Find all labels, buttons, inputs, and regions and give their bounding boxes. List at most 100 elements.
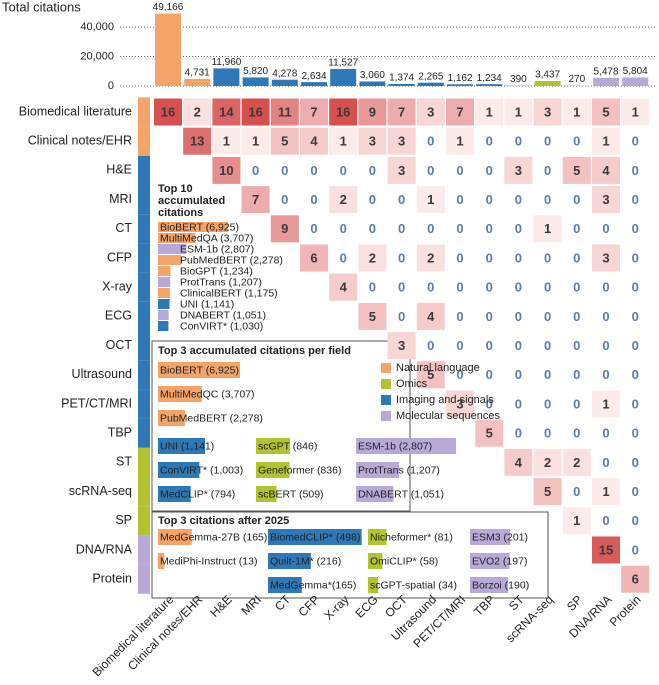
bar-label: MultiMedQC (3,707): [160, 388, 255, 400]
bar-label: ConVIRT* (1,030): [180, 320, 263, 332]
cell-value: 0: [456, 221, 463, 236]
cell-value: 0: [544, 426, 551, 441]
cell-value: 0: [456, 250, 463, 265]
row-group-strip: [138, 418, 150, 448]
row-label: OCT: [106, 338, 133, 352]
cell-value: 3: [456, 396, 463, 411]
cell-value: 3: [602, 250, 609, 265]
heatmap-cell: [621, 156, 650, 184]
cell-value: 0: [573, 484, 580, 499]
value-label: 4,731: [185, 68, 210, 79]
cell-value: 0: [486, 396, 493, 411]
cell-value: 0: [486, 309, 493, 324]
heatmap-cell: [533, 332, 562, 360]
bar: [268, 553, 311, 569]
bar: [158, 244, 187, 254]
cell-value: 0: [427, 134, 434, 149]
cell-value: 0: [486, 338, 493, 353]
heatmap-cell: [621, 98, 650, 126]
heatmap-cell: [621, 536, 650, 564]
heatmap-cell: [416, 332, 445, 360]
bar: [242, 77, 269, 86]
heatmap-cell: [621, 361, 650, 389]
heatmap-cell: [592, 419, 620, 447]
heatmap-cell: [387, 98, 416, 126]
heatmap-cell: [592, 186, 620, 214]
cell-value: 5: [573, 163, 580, 178]
cell-value: 0: [486, 163, 493, 178]
bar: [417, 82, 444, 86]
heatmap-cell: [562, 332, 591, 360]
cell-value: 0: [544, 280, 551, 295]
row-group-strip: [138, 126, 150, 156]
heatmap-cell: [416, 361, 445, 389]
heatmap-cell: [241, 156, 270, 184]
cell-value: 0: [456, 192, 463, 207]
bar: [158, 255, 182, 265]
heatmap-cell: [387, 215, 416, 243]
after-2025-title: Top 3 citations after 2025: [158, 515, 289, 527]
row-group-strip: [138, 564, 150, 594]
row-label: H&E: [106, 163, 132, 177]
heatmap-cell: [592, 448, 620, 476]
cell-value: 5: [281, 134, 288, 149]
heatmap-cell: [300, 156, 328, 184]
heatmap-cell: [475, 127, 504, 155]
heatmap-cell: [621, 244, 650, 272]
legend-swatch: [381, 395, 391, 405]
row-group-strip: [138, 447, 150, 477]
bar-label: Quilt-1M* (216): [270, 555, 341, 567]
heatmap-cell: [562, 419, 591, 447]
cell-value: 1: [602, 484, 609, 499]
bar: [158, 410, 185, 426]
cell-value: 5: [486, 426, 493, 441]
row-group-strip: [138, 301, 150, 331]
cell-value: 0: [544, 396, 551, 411]
heatmap-cell: [300, 244, 328, 272]
cell-value: 0: [369, 192, 376, 207]
bar-label: OmiCLIP* (58): [370, 555, 438, 567]
bar: [158, 299, 170, 309]
heatmap-cell: [387, 332, 416, 360]
heatmap-cell: [504, 302, 533, 330]
bar-label: ESM-1b (2,807): [180, 243, 254, 255]
cell-value: 1: [573, 104, 580, 119]
cell-value: 1: [223, 134, 230, 149]
heatmap-cell: [446, 215, 474, 243]
heatmap-cell: [446, 390, 474, 418]
heatmap-cell: [533, 273, 562, 301]
value-label: 390: [510, 74, 527, 85]
row-label: scRNA-seq: [69, 484, 132, 498]
field-box-title: Top 3 accumulated citations per field: [158, 345, 351, 357]
cell-value: 0: [398, 221, 405, 236]
cell-value: 0: [602, 309, 609, 324]
bar: [158, 222, 228, 232]
heatmap-cell: [562, 478, 591, 506]
cell-value: 16: [248, 104, 262, 119]
heatmap-cell: [533, 98, 562, 126]
heatmap-cell: [592, 127, 620, 155]
heatmap-cell: [475, 390, 504, 418]
heatmap-cell: [592, 390, 620, 418]
bar-label: MultiMedQA (3,707): [160, 232, 253, 244]
cell-value: 3: [398, 338, 405, 353]
row-label: Protein: [92, 571, 132, 585]
y-axis-label: Total citations: [2, 0, 81, 14]
heatmap-cell: [621, 332, 650, 360]
heatmap-cell: [154, 98, 182, 126]
cell-value: 0: [486, 134, 493, 149]
heatmap-cell: [358, 156, 387, 184]
cell-value: 2: [194, 104, 201, 119]
bar: [356, 462, 399, 478]
value-label: 270: [568, 74, 585, 85]
heatmap-cell: [329, 244, 358, 272]
heatmap-cell: [329, 156, 358, 184]
row-group-strip: [138, 214, 150, 244]
cell-value: 0: [515, 396, 522, 411]
bar-label: ESM3 (201): [472, 531, 528, 543]
bar: [593, 77, 619, 86]
cell-value: 7: [252, 192, 259, 207]
heatmap-cell: [446, 332, 474, 360]
cell-value: 0: [486, 192, 493, 207]
